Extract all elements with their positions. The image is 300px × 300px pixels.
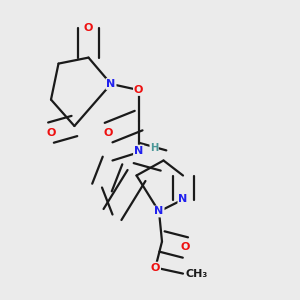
Text: O: O — [84, 22, 93, 33]
Text: O: O — [104, 128, 113, 138]
Text: CH₃: CH₃ — [186, 268, 208, 279]
Text: O: O — [151, 262, 160, 273]
Text: H: H — [150, 143, 158, 153]
Text: N: N — [106, 79, 116, 89]
Text: O: O — [134, 85, 143, 95]
Text: N: N — [154, 206, 164, 217]
Text: O: O — [46, 128, 56, 138]
Text: N: N — [134, 146, 143, 156]
Text: O: O — [181, 242, 190, 253]
Text: N: N — [178, 194, 188, 205]
